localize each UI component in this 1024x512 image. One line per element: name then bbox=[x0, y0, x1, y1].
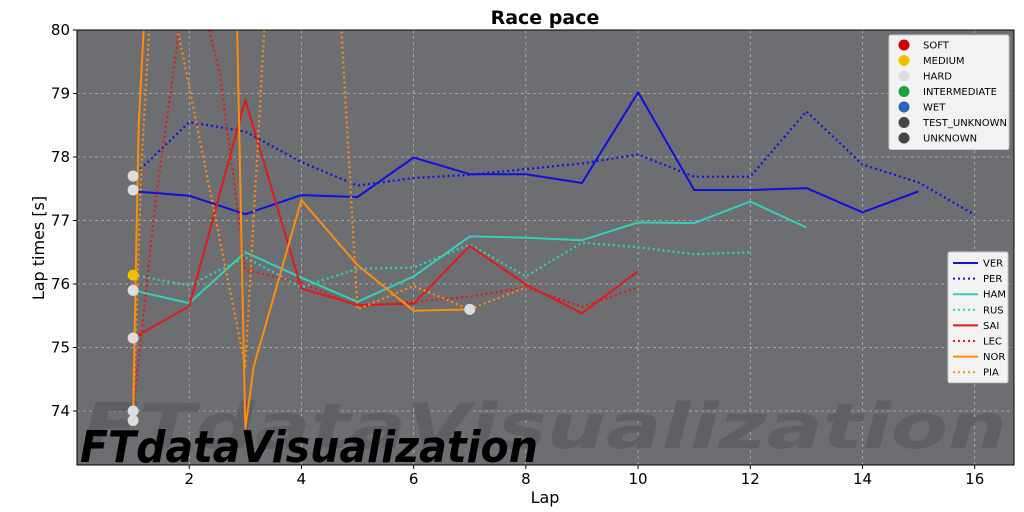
series-ham-line bbox=[132, 200, 807, 305]
x-tick-label: 6 bbox=[409, 470, 419, 488]
legend-driver-label: SAI bbox=[983, 321, 999, 332]
y-tick-label: 78 bbox=[51, 148, 70, 166]
driver-legend-box bbox=[947, 251, 1009, 384]
legend-compound-label: MEDIUM bbox=[923, 56, 965, 67]
tyre-marker-hard bbox=[127, 415, 139, 427]
y-axis-label: Lap times [s] bbox=[29, 196, 48, 300]
tyre-markers bbox=[127, 170, 476, 427]
tyre-marker-hard bbox=[127, 284, 139, 296]
legend-driver-label: HAM bbox=[983, 290, 1006, 301]
x-axis-ticks: 2 4 6 8 10 12 14 16 bbox=[184, 465, 984, 488]
y-tick-label: 77 bbox=[51, 212, 70, 230]
legend-compound-marker bbox=[898, 39, 910, 51]
y-axis-ticks: 74 75 76 77 78 79 80 bbox=[51, 21, 77, 420]
legend-compound-label: SOFT bbox=[923, 41, 950, 52]
x-tick-label: 14 bbox=[853, 470, 872, 488]
series-nor-line bbox=[132, 30, 470, 430]
x-tick-label: 4 bbox=[297, 470, 307, 488]
x-tick-label: 10 bbox=[629, 470, 648, 488]
tyre-marker-hard bbox=[127, 405, 139, 417]
y-tick-label: 80 bbox=[51, 21, 70, 39]
plot-frame bbox=[76, 29, 1015, 466]
chart-title: Race pace bbox=[491, 7, 600, 29]
legend-compound-label: WET bbox=[923, 103, 946, 114]
legend-driver-label: PIA bbox=[983, 368, 999, 379]
legend-driver-label: RUS bbox=[983, 305, 1004, 316]
tyre-marker-hard bbox=[127, 170, 139, 182]
legend-compound-marker bbox=[898, 86, 910, 97]
legend-compound-label: UNKNOWN bbox=[923, 134, 977, 145]
legend-compound-marker bbox=[898, 117, 910, 128]
series-ver-line bbox=[133, 91, 919, 216]
legend-driver-label: NOR bbox=[983, 352, 1005, 363]
legend-driver-label: VER bbox=[983, 259, 1003, 270]
x-axis-label: Lap bbox=[531, 488, 560, 507]
legend-compound-label: TEST_UNKNOWN bbox=[922, 118, 1007, 129]
y-tick-label: 79 bbox=[51, 85, 70, 103]
series-lines bbox=[132, 30, 976, 430]
series-per-line bbox=[132, 110, 976, 216]
x-tick-label: 8 bbox=[521, 470, 531, 488]
compound-legend-box bbox=[888, 34, 1010, 150]
tyre-marker-hard bbox=[127, 332, 139, 344]
series-sai-line bbox=[132, 98, 639, 339]
tyre-marker-medium bbox=[127, 269, 139, 281]
x-tick-label: 16 bbox=[965, 470, 984, 488]
legend-compound-label: INTERMEDIATE bbox=[923, 87, 997, 98]
x-tick-label: 12 bbox=[741, 470, 760, 488]
x-tick-label: 2 bbox=[184, 470, 194, 488]
legend-compound-marker bbox=[898, 70, 910, 82]
y-tick-label: 74 bbox=[51, 402, 70, 420]
driver-legend: VER PER HAM RUS SAI LEC NOR PIA bbox=[947, 251, 1009, 384]
y-tick-label: 75 bbox=[51, 339, 70, 357]
legend-driver-label: LEC bbox=[983, 337, 1002, 348]
legend-driver-label: PER bbox=[983, 274, 1002, 285]
tyre-marker-hard bbox=[464, 303, 476, 315]
y-tick-label: 76 bbox=[51, 275, 70, 293]
legend-compound-label: HARD bbox=[923, 72, 952, 83]
watermark-background: FTdataVisualization bbox=[82, 390, 1007, 463]
legend-compound-marker bbox=[898, 101, 910, 113]
plot-background bbox=[77, 30, 1014, 465]
legend-compound-marker bbox=[898, 55, 910, 66]
tyre-marker-hard bbox=[127, 184, 139, 196]
compound-legend: SOFT MEDIUM HARD INTERMEDIATE WET TEST_UNKNOW… bbox=[888, 34, 1010, 150]
legend-compound-marker bbox=[898, 132, 910, 144]
